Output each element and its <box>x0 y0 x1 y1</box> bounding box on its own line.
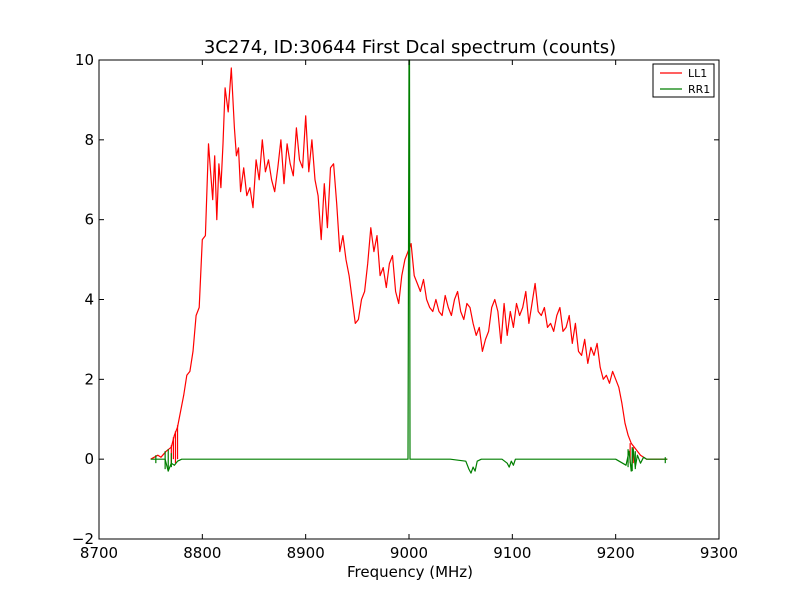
legend-box <box>652 63 715 98</box>
legend: LL1 RR1 <box>652 63 715 98</box>
y-tick-label: 2 <box>84 370 94 388</box>
x-tick-label: 8800 <box>183 544 221 562</box>
legend-label-rr1: RR1 <box>688 83 710 96</box>
series-line-ll1 <box>150 67 668 460</box>
x-tick-label: 9100 <box>493 544 531 562</box>
y-tick-label: 4 <box>84 291 94 309</box>
x-tick-label: 8700 <box>80 544 118 562</box>
x-tick-label: 9300 <box>700 544 738 562</box>
legend-label-ll1: LL1 <box>688 67 707 80</box>
axis-ticks: 8700 8800 8900 9000 9100 9200 9300 −2 0 2 4 6 8 10 <box>72 51 738 562</box>
x-tick-label: 8900 <box>287 544 325 562</box>
y-tick-label: 10 <box>75 51 94 69</box>
y-tick-label: 6 <box>84 211 94 229</box>
y-tick-label: 0 <box>84 450 94 468</box>
x-tick-label: 9200 <box>597 544 635 562</box>
chart-title: 3C274, ID:30644 First Dcal spectrum (cou… <box>204 37 616 58</box>
x-axis-label: Frequency (MHz) <box>347 563 473 581</box>
x-tick-label: 9000 <box>390 544 428 562</box>
y-tick-label: −2 <box>72 530 94 548</box>
series-line-rr1 <box>150 59 668 474</box>
y-tick-label: 8 <box>84 131 94 149</box>
plot-area <box>150 59 668 474</box>
